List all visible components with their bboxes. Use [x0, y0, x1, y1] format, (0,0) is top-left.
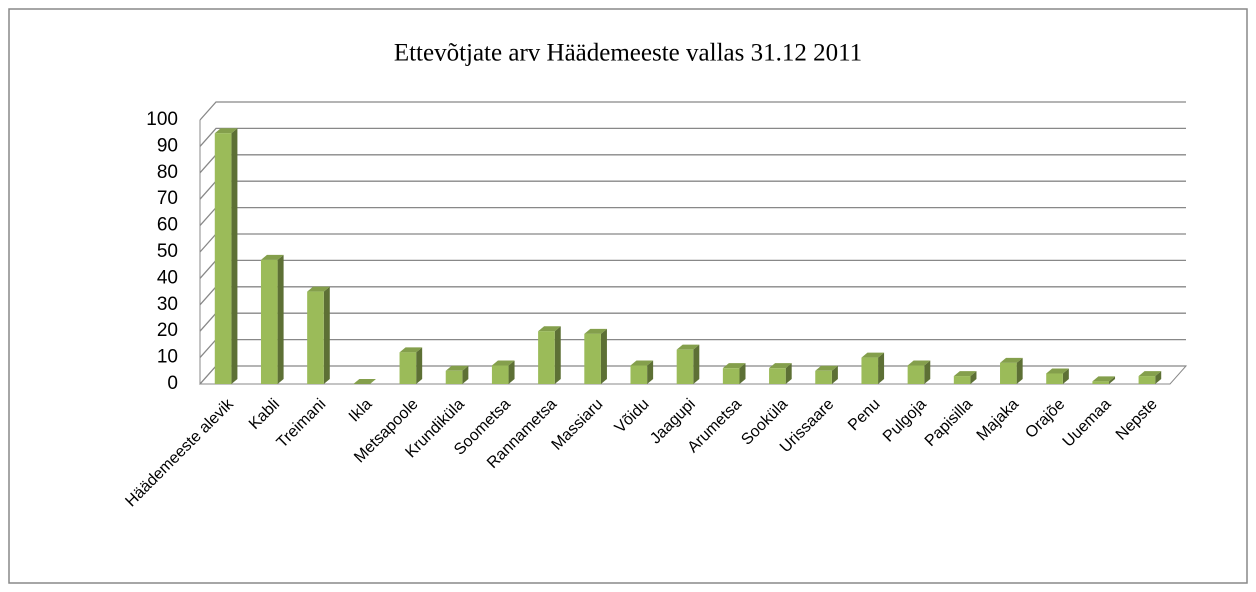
bar	[907, 365, 925, 384]
bar-side	[600, 328, 607, 384]
bar-side	[1155, 371, 1162, 384]
bar-side	[508, 360, 515, 384]
bar-top	[491, 360, 515, 366]
bar	[260, 259, 278, 384]
bar	[953, 376, 971, 384]
bar-side	[647, 360, 654, 384]
bar-top	[1000, 357, 1023, 363]
bar-top	[1092, 376, 1116, 382]
grid-line	[199, 127, 1186, 147]
bar-side	[831, 365, 838, 384]
bar-top	[445, 365, 469, 371]
bar-side	[878, 352, 885, 384]
bar-top	[676, 344, 700, 350]
bar	[630, 365, 648, 384]
bar	[399, 352, 417, 384]
bar-side	[231, 128, 238, 384]
y-tick-label: 30	[157, 294, 178, 315]
y-tick-label: 40	[157, 267, 178, 288]
bar	[584, 333, 601, 384]
bar-side	[1062, 368, 1069, 384]
y-tick-label: 20	[157, 320, 178, 341]
chart-frame	[8, 8, 1248, 584]
bar-top	[630, 360, 654, 366]
chart-title: Ettevõtjate arv Häädemeeste vallas 31.12…	[394, 40, 862, 67]
bar-top	[769, 363, 792, 369]
bar-top	[538, 326, 561, 332]
y-tick-label: 60	[157, 215, 178, 236]
bar-top	[307, 286, 330, 292]
y-tick-label: 50	[157, 241, 178, 262]
bar	[214, 133, 232, 384]
bar	[1046, 373, 1063, 384]
bar	[307, 291, 324, 384]
bar-side	[1016, 357, 1023, 384]
bar	[1138, 376, 1156, 384]
y-tick-label: 10	[157, 347, 178, 368]
bar-top	[722, 363, 746, 369]
bar	[1092, 381, 1110, 384]
y-tick-label: 80	[157, 162, 178, 183]
y-tick-label: 70	[157, 188, 178, 209]
bar-side	[462, 365, 469, 384]
grid-line	[199, 101, 1186, 121]
y-tick-label: 0	[167, 373, 178, 394]
bar	[538, 331, 555, 384]
bar-top	[861, 352, 885, 358]
bar-side	[554, 326, 561, 384]
bar	[491, 365, 509, 384]
bar-top	[1138, 371, 1162, 377]
bar-side	[785, 363, 792, 384]
bar	[722, 368, 740, 384]
bar-side	[1109, 376, 1116, 384]
bar-side	[739, 363, 746, 384]
bar-top	[1046, 368, 1069, 374]
bar	[445, 370, 463, 384]
bar-side	[693, 344, 700, 384]
bar-top	[907, 360, 931, 366]
bar-side	[277, 254, 284, 384]
bar-top	[584, 328, 607, 334]
y-tick-label: 100	[146, 109, 178, 130]
bar-side	[323, 286, 330, 384]
bar-top	[815, 365, 838, 371]
bar	[1000, 362, 1017, 384]
bar-top	[260, 254, 284, 260]
bar-top	[399, 347, 423, 353]
bar	[861, 357, 879, 384]
bar	[815, 370, 832, 384]
bar-top	[353, 379, 376, 384]
bar-side	[970, 371, 977, 384]
y-tick-label: 90	[157, 135, 178, 156]
bar-top	[953, 371, 977, 377]
bar-side	[924, 360, 931, 384]
bar	[676, 349, 694, 384]
bar-side	[416, 347, 423, 384]
bar	[769, 368, 786, 384]
bar-top	[214, 128, 238, 134]
